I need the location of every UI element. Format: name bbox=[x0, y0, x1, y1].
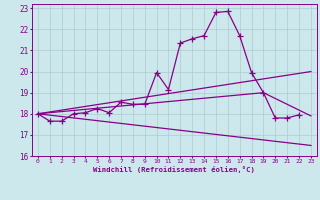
X-axis label: Windchill (Refroidissement éolien,°C): Windchill (Refroidissement éolien,°C) bbox=[93, 166, 255, 173]
